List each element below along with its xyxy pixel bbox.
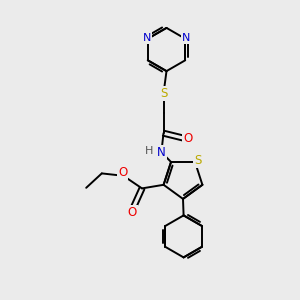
Text: S: S	[160, 87, 167, 100]
Text: O: O	[183, 131, 192, 145]
Text: S: S	[194, 154, 202, 167]
Text: N: N	[157, 146, 166, 159]
Text: N: N	[143, 33, 152, 43]
Text: N: N	[182, 33, 190, 43]
Text: O: O	[128, 206, 137, 219]
Text: H: H	[145, 146, 153, 156]
Text: O: O	[118, 166, 128, 179]
